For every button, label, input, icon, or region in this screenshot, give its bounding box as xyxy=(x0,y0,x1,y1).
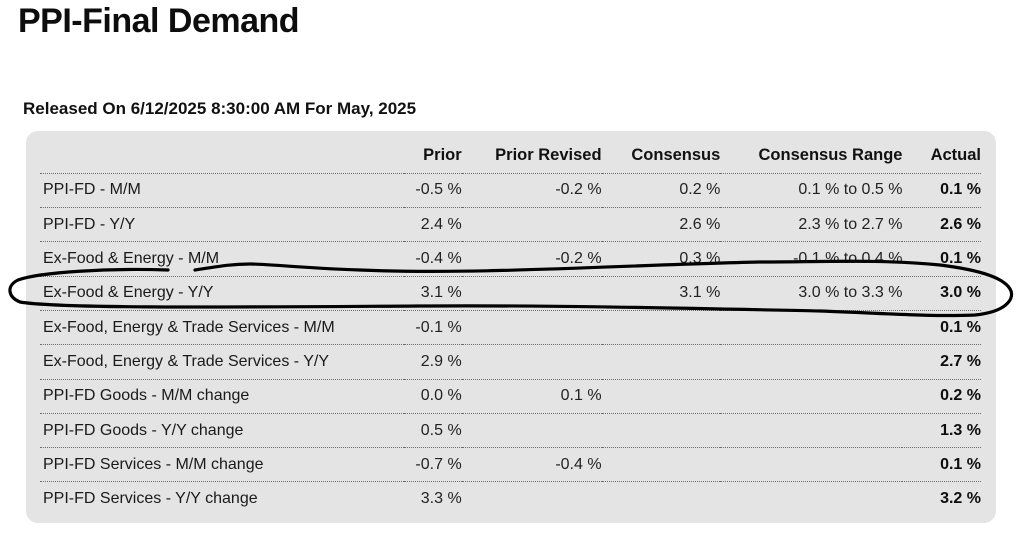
cell-prior: 2.9 % xyxy=(404,344,462,380)
cell-consensus xyxy=(601,413,721,449)
row-label: Ex-Food, Energy & Trade Services - M/M xyxy=(40,310,405,346)
row-label: Ex-Food & Energy - M/M xyxy=(40,241,405,277)
row-label: PPI-FD Goods - Y/Y change xyxy=(40,413,405,449)
cell-prior: 0.5 % xyxy=(404,413,462,449)
cell-prior-revised xyxy=(461,310,602,346)
cell-actual: 0.1 % xyxy=(902,447,981,483)
row-label: PPI-FD Goods - M/M change xyxy=(40,379,405,414)
header-actual: Actual xyxy=(902,139,981,174)
table-row: PPI-FD - M/M -0.5 % -0.2 % 0.2 % 0.1 % to 0.… xyxy=(40,173,981,209)
cell-prior-revised xyxy=(462,482,602,516)
cell-consensus-range xyxy=(720,447,903,483)
ppi-data-table: Prior Prior Revised Consensus Consensus … xyxy=(40,139,981,516)
cell-actual: 2.7 % xyxy=(902,344,981,380)
row-label: Ex-Food & Energy - Y/Y xyxy=(40,276,405,311)
cell-prior: 2.4 % xyxy=(404,207,462,243)
cell-consensus xyxy=(601,379,721,414)
cell-prior: -0.1 % xyxy=(404,310,462,346)
table-row: Ex-Food, Energy & Trade Services - M/M -0… xyxy=(40,310,981,346)
cell-consensus-range: -0.1 % to 0.4 % xyxy=(720,241,903,277)
row-label: PPI-FD - Y/Y xyxy=(40,207,405,243)
cell-prior: -0.4 % xyxy=(404,241,462,277)
table-row: PPI-FD Goods - M/M change 0.0 % 0.1 % 0.2 % xyxy=(40,379,981,414)
table-body: PPI-FD - M/M -0.5 % -0.2 % 0.2 % 0.1 % to 0.… xyxy=(40,173,981,516)
cell-prior-revised xyxy=(461,276,602,311)
cell-actual: 0.1 % xyxy=(902,173,981,209)
cell-consensus-range: 3.0 % to 3.3 % xyxy=(720,276,903,311)
table-row: Ex-Food & Energy - M/M -0.4 % -0.2 % 0.3 % -… xyxy=(40,241,981,277)
cell-consensus: 3.1 % xyxy=(601,276,721,311)
cell-consensus-range xyxy=(720,344,903,380)
cell-consensus xyxy=(601,344,721,380)
cell-prior-revised: -0.4 % xyxy=(461,447,602,483)
row-label: PPI-FD Services - Y/Y change xyxy=(43,490,258,508)
cell-consensus-range: 0.1 % to 0.5 % xyxy=(720,173,903,209)
cell-actual: 0.2 % xyxy=(902,379,981,414)
header-consensus-range: Consensus Range xyxy=(720,139,903,174)
cell-prior-revised xyxy=(461,413,602,449)
table-row: PPI-FD - Y/Y 2.4 % 2.6 % 2.3 % to 2.7 % 2.6 … xyxy=(40,207,981,243)
cell-prior-revised xyxy=(461,207,602,243)
cell-prior-revised: 0.1 % xyxy=(461,379,602,414)
cell-consensus-range xyxy=(720,413,903,449)
table-row: PPI-FD Goods - Y/Y change 0.5 % 1.3 % xyxy=(40,413,981,449)
cell-consensus xyxy=(601,310,721,346)
cell-consensus-range xyxy=(720,482,902,516)
table-row: Ex-Food, Energy & Trade Services - Y/Y 2.… xyxy=(40,344,981,380)
header-label xyxy=(40,139,405,174)
cell-prior-revised xyxy=(461,344,602,380)
cell-actual: 0.1 % xyxy=(902,310,981,346)
cell-prior: -0.7 % xyxy=(404,447,462,483)
cell-actual: 1.3 % xyxy=(902,413,981,449)
cell-consensus: 0.3 % xyxy=(601,241,721,277)
cell-consensus: 2.6 % xyxy=(601,207,721,243)
page-title: PPI-Final Demand xyxy=(18,2,300,40)
cell-consensus xyxy=(601,447,721,483)
table-row: Ex-Food & Energy - Y/Y 3.1 % 3.1 % 3.0 % to… xyxy=(40,276,981,311)
release-date-line: Released On 6/12/2025 8:30:00 AM For May… xyxy=(23,99,417,118)
header-prior-revised: Prior Revised xyxy=(461,139,602,174)
cell-prior: 0.0 % xyxy=(404,379,462,414)
cell-consensus-range: 2.3 % to 2.7 % xyxy=(720,207,903,243)
cell-consensus xyxy=(602,482,721,516)
cell-consensus-range xyxy=(720,379,903,414)
cell-prior-revised: -0.2 % xyxy=(461,241,602,277)
cell-prior: 3.1 % xyxy=(404,276,462,311)
cell-actual: 2.6 % xyxy=(902,207,981,243)
row-label: PPI-FD Services - M/M change xyxy=(40,447,405,483)
row-label: PPI-FD - M/M xyxy=(40,173,405,209)
cell-actual: 3.0 % xyxy=(902,276,981,311)
cell-prior: 3.3 % xyxy=(420,490,462,508)
header-prior: Prior xyxy=(404,139,462,174)
table-row: PPI-FD Services - M/M change -0.7 % -0.4 %… xyxy=(40,447,981,483)
data-table-card: Prior Prior Revised Consensus Consensus … xyxy=(26,131,996,523)
cell-actual: 3.2 % xyxy=(940,490,981,508)
row-label: Ex-Food, Energy & Trade Services - Y/Y xyxy=(40,344,405,380)
table-row: PPI-FD Services - Y/Y change 3.3 % 3.2 % xyxy=(40,482,981,516)
cell-actual: 0.1 % xyxy=(902,241,981,277)
header-consensus: Consensus xyxy=(601,139,721,174)
cell-consensus: 0.2 % xyxy=(601,173,721,209)
cell-prior: -0.5 % xyxy=(404,173,462,209)
cell-prior-revised: -0.2 % xyxy=(461,173,602,209)
cell-consensus-range xyxy=(720,310,903,346)
table-header-row: Prior Prior Revised Consensus Consensus … xyxy=(40,139,981,174)
